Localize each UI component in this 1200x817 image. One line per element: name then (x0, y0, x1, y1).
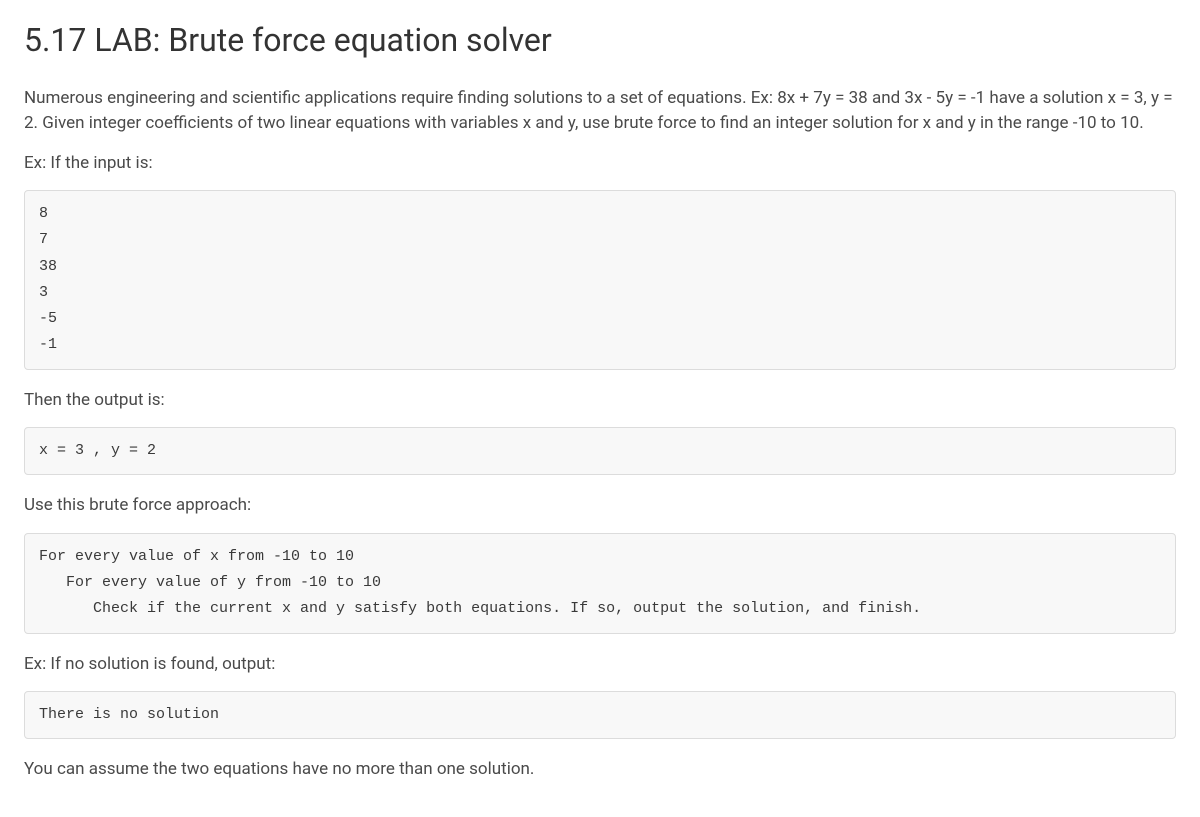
output-code-block: x = 3 , y = 2 (24, 427, 1176, 475)
approach-label: Use this brute force approach: (24, 493, 1176, 519)
intro-paragraph: Numerous engineering and scientific appl… (24, 86, 1176, 137)
assumption-text: You can assume the two equations have no… (24, 757, 1176, 783)
input-code-block: 8 7 38 3 -5 -1 (24, 190, 1176, 370)
then-output-label: Then the output is: (24, 388, 1176, 414)
page-heading: 5.17 LAB: Brute force equation solver (24, 20, 1176, 62)
no-solution-label: Ex: If no solution is found, output: (24, 652, 1176, 678)
example-input-label: Ex: If the input is: (24, 151, 1176, 177)
no-solution-code-block: There is no solution (24, 691, 1176, 739)
approach-code-block: For every value of x from -10 to 10 For … (24, 533, 1176, 634)
